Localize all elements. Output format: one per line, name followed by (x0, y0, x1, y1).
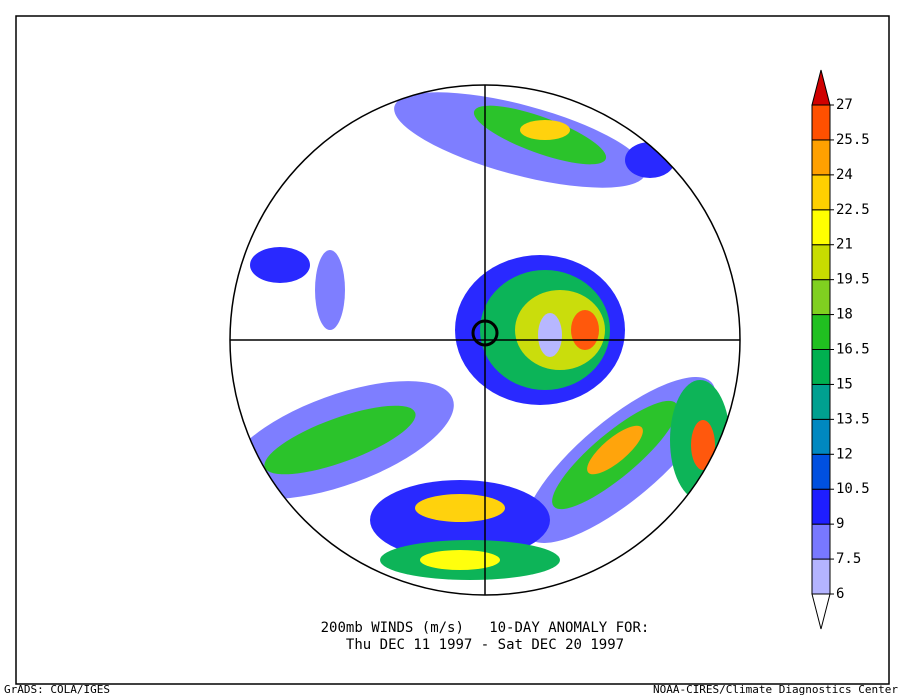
colorbar-box (811, 488, 831, 525)
colorbar-box (811, 383, 831, 420)
colorbar-label: 22.5 (836, 202, 870, 218)
colorbar-label: 13.5 (836, 411, 870, 427)
colorbar-label: 27 (836, 97, 853, 113)
colorbar-label: 25.5 (836, 132, 870, 148)
colorbar-label: 9 (836, 516, 844, 532)
colorbar-triangle (811, 69, 831, 106)
colorbar-box (811, 209, 831, 246)
colorbar-box (811, 244, 831, 281)
title-line: 200mb WINDS (m/s) 10-DAY ANOMALY FOR: (321, 620, 650, 636)
colorbar-box (811, 314, 831, 351)
footer-right: NOAA-CIRES/Climate Diagnostics Center (653, 683, 898, 696)
colorbar-box (811, 523, 831, 560)
colorbar-label: 19.5 (836, 272, 870, 288)
colorbar-label: 16.5 (836, 342, 870, 358)
colorbar-label: 15 (836, 376, 853, 392)
colorbar-box (811, 453, 831, 490)
colorbar-label: 6 (836, 586, 844, 602)
colorbar: 6 7.5 9 10.5 12 13.5 15 16.5 18 19.5 21 22.5 24 25.5 2… (811, 69, 870, 630)
colorbar-box (811, 558, 831, 595)
colorbar-box (811, 349, 831, 385)
title-line: Thu DEC 11 1997 - Sat DEC 20 1997 (346, 637, 624, 653)
colorbar-label: 21 (836, 237, 853, 253)
footer-left: GrADS: COLA/IGES (4, 683, 110, 696)
colorbar-label: 7.5 (836, 551, 861, 567)
colorbar-box (811, 174, 831, 211)
colorbar-box (811, 279, 831, 316)
colorbar-box (811, 139, 831, 176)
colorbar-label: 18 (836, 307, 853, 323)
colorbar-label: 24 (836, 167, 853, 183)
map-border (229, 84, 741, 596)
colorbar-label: 12 (836, 446, 853, 462)
map (230, 85, 740, 595)
colorbar-box (811, 418, 831, 455)
colorbar-label: 10.5 (836, 481, 870, 497)
colorbar-box (811, 104, 831, 141)
